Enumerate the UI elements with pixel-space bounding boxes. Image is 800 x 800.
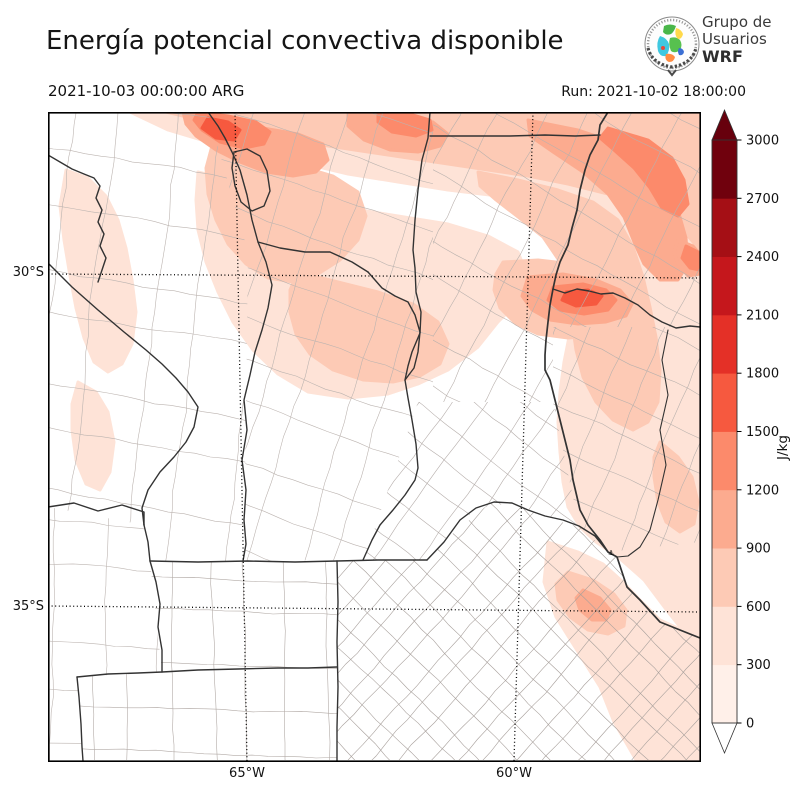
province-borders-layer xyxy=(48,112,701,762)
svg-text:300: 300 xyxy=(746,658,771,673)
run-time-label: Run: 2021-10-02 18:00:00 xyxy=(561,84,746,100)
svg-text:1800: 1800 xyxy=(746,367,779,382)
map-canvas: ⚓ xyxy=(48,112,701,762)
lat-tick-35s: 35°S xyxy=(12,599,44,614)
logo-line3: WRF xyxy=(702,47,743,66)
wrf-users-globe-icon xyxy=(644,16,700,77)
svg-text:0: 0 xyxy=(746,717,754,732)
svg-text:2700: 2700 xyxy=(746,192,779,207)
logo-text: Grupo de Usuarios WRF xyxy=(702,13,772,66)
lat-tick-30s: 30°S xyxy=(12,265,44,280)
page-title: Energía potencial convectiva disponible xyxy=(46,26,564,56)
colorbar-body: 0 300 600 900 1200 1500 1800 2100 2400 2700 3000 xyxy=(711,108,779,755)
svg-text:1200: 1200 xyxy=(746,483,779,498)
map-frame xyxy=(48,112,701,762)
svg-text:3000: 3000 xyxy=(746,134,779,149)
valid-time-label: 2021-10-03 00:00:00 ARG xyxy=(48,82,245,100)
colorbar: 0 300 600 900 1200 1500 1800 2100 2400 2700 3000 J… xyxy=(711,108,791,755)
svg-text:600: 600 xyxy=(746,600,771,615)
graticule-layer xyxy=(48,112,701,762)
logo-line1: Grupo de xyxy=(702,13,772,31)
cape-shading-layer xyxy=(58,112,701,762)
svg-text:2100: 2100 xyxy=(746,308,779,323)
logo-line2: Usuarios xyxy=(702,30,767,48)
lon-tick-65w: 65°W xyxy=(229,766,265,781)
svg-text:1500: 1500 xyxy=(746,425,779,440)
lon-tick-60w: 60°W xyxy=(496,766,532,781)
department-boundaries-layer xyxy=(48,112,700,760)
svg-text:900: 900 xyxy=(746,542,771,557)
colorbar-unit-label: J/kg xyxy=(775,435,791,461)
buenos-aires-city-marker: ⚓ xyxy=(608,549,614,557)
svg-text:2400: 2400 xyxy=(746,250,779,265)
